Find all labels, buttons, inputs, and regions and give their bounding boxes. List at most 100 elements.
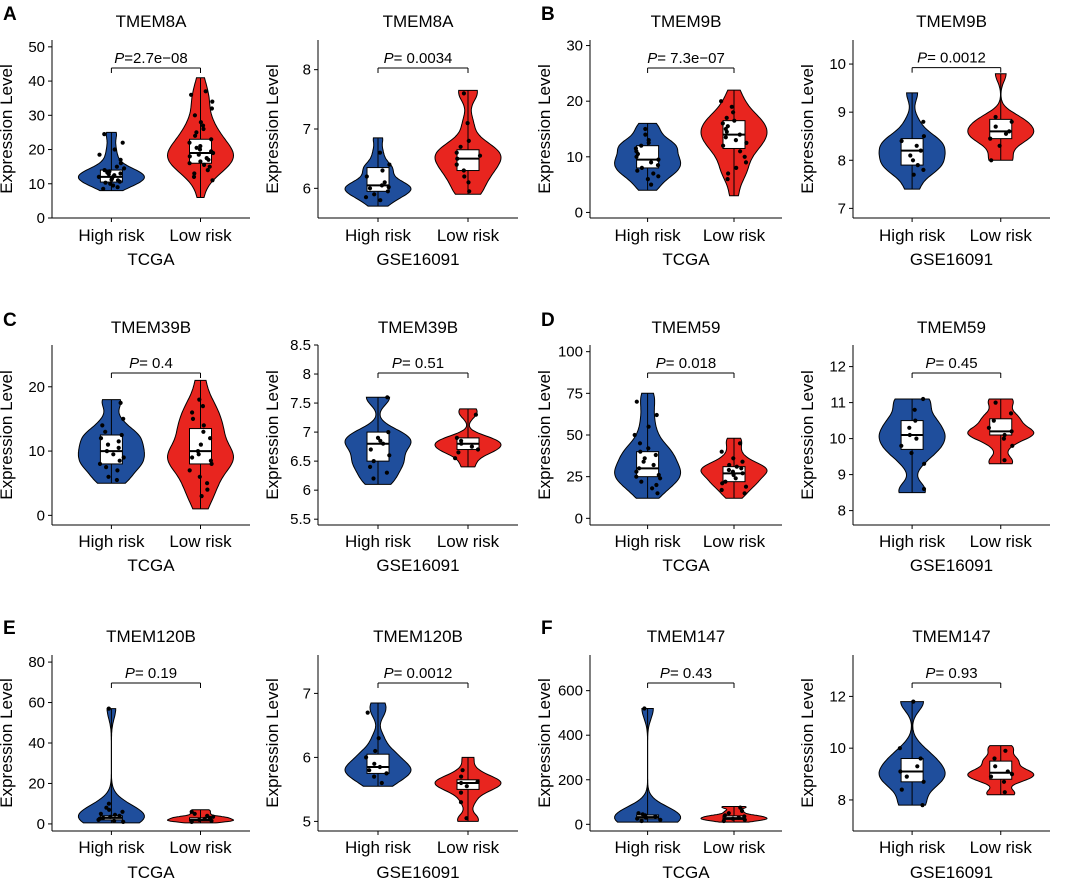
chart-title: TMEM120B [373,627,463,646]
panel-tmem39b-gse16091: TMEM39B 5.5 6 6.5 7 7.5 8 8.5 Expression Level Hi… [263,318,518,575]
data-point [367,186,373,191]
data-point [199,494,204,499]
y-tick-label: 25 [566,469,583,486]
y-tick-label: 0 [575,204,583,221]
data-point [636,811,641,816]
data-point [1003,748,1008,753]
y-tick-label: 10 [829,740,846,757]
data-point [729,104,734,109]
y-tick-label: 600 [558,683,583,700]
data-point [196,152,201,157]
x-tick-label: High risk [879,838,946,857]
x-axis-label: TCGA [127,863,175,882]
x-tick-label: Low risk [437,838,500,857]
x-tick-label: High risk [615,532,682,551]
data-point [633,146,639,151]
box-low-risk [989,118,1013,140]
x-axis-label: GSE16091 [910,863,993,882]
p-symbol: P [647,50,657,67]
data-point [1002,790,1007,795]
p-value-label: P= 0.43 [660,665,712,682]
data-point [364,755,369,760]
data-point [654,412,659,418]
data-point [197,817,202,823]
data-point [193,133,198,138]
y-axis-label: Expression Level [263,64,282,193]
data-point [207,164,212,169]
y-axis-label: Expression Level [263,370,282,499]
data-point [655,491,660,496]
panel-tmem120b-tcga: E TMEM120B 0 20 40 60 80 Expression Level High r… [0,618,250,882]
p-value: = 0.43 [670,665,712,682]
data-point [385,189,390,194]
data-point [464,784,469,789]
y-tick-label: 6.5 [290,453,311,470]
data-point [96,174,101,179]
data-point [453,456,458,461]
data-point [650,486,655,491]
data-point [201,429,206,434]
data-point [993,764,998,769]
chart-title: TMEM9B [916,12,987,31]
x-tick-label: High risk [879,532,946,551]
data-point [724,115,729,120]
chart-title: TMEM120B [106,627,196,646]
data-point [743,160,749,165]
data-point [121,416,126,421]
x-tick-label: Low risk [703,838,766,857]
data-point [191,174,197,179]
p-value: = 0.19 [135,665,177,682]
data-point [920,803,925,808]
data-point [898,769,903,774]
y-tick-label: 10 [829,431,846,448]
panel-letter: F [541,618,553,639]
y-tick-label: 10 [28,443,45,460]
data-point [462,174,467,179]
y-axis-label: Expression Level [798,678,817,807]
data-point [116,439,121,444]
y-axis-label: Expression Level [798,64,817,193]
data-point [98,811,103,816]
y-tick-label: 40 [28,73,45,90]
data-point [740,459,745,464]
data-point [899,138,904,144]
data-point [734,464,739,469]
y-axis-label: Expression Level [263,678,282,807]
y-axis-label: Expression Level [535,370,554,499]
data-point [371,476,376,481]
chart-title: TMEM59 [652,318,721,337]
data-point [653,814,658,819]
x-tick-label: Low risk [169,838,232,857]
data-point [989,158,994,163]
data-point [117,813,122,818]
data-point [921,396,926,402]
data-point [209,461,214,466]
data-point [118,161,123,166]
p-value-label: P= 0.93 [925,665,977,682]
data-point [377,150,383,155]
chart-title: TMEM8A [383,12,455,31]
data-point [907,432,912,438]
data-point [386,185,391,190]
data-point [646,424,651,429]
data-point [192,811,197,816]
data-point [914,143,919,148]
p-symbol: P [392,355,402,372]
y-tick-label: 8 [838,152,846,169]
y-tick-label: 0 [37,507,45,524]
data-point [198,442,203,447]
data-point [719,487,724,493]
data-point [368,464,373,469]
x-tick-label: Low risk [437,532,500,551]
x-tick-label: High risk [345,532,412,551]
x-tick-label: High risk [78,532,145,551]
data-point [904,774,909,779]
y-tick-label: 20 [28,379,45,396]
data-point [719,449,724,454]
panel-tmem147-gse16091: TMEM147 8 10 12 Expression Level High risk Low… [798,627,1050,882]
data-point [726,811,731,816]
y-tick-label: 60 [28,695,45,712]
y-tick-label: 8.5 [290,337,311,354]
data-point [734,165,739,170]
p-value: = 7.3e−07 [657,50,725,67]
